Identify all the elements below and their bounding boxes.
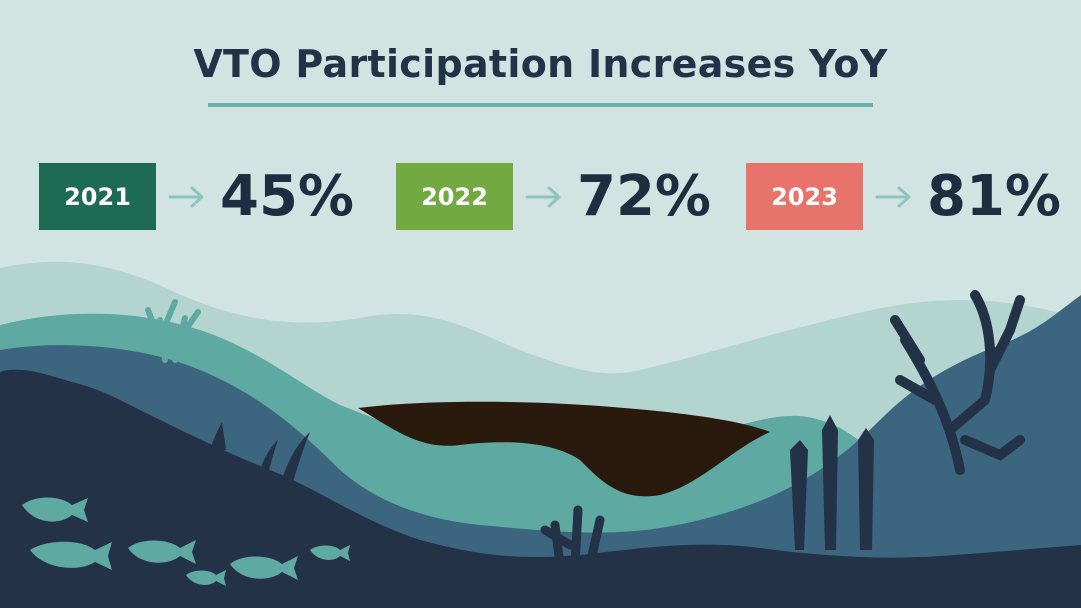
coral-center [540,505,605,570]
trench [358,401,770,497]
year-label-2023: 2023 [746,163,863,230]
participation-value-2021: 45% [220,164,355,229]
sea-floor [0,376,1081,608]
coral-left-light [139,299,201,363]
year-label-2022: 2022 [396,163,513,230]
fish-school [22,497,350,586]
participation-value-2022: 72% [577,164,712,229]
chart-title: VTO Participation Increases YoY [193,42,888,86]
year-label-2021: 2021 [39,163,156,230]
right-arrow-icon [168,186,204,208]
title-underline [208,103,873,107]
kelp-right [790,415,874,550]
right-arrow-icon [875,186,911,208]
participation-value-2023: 81% [927,164,1062,229]
rock-left [0,369,160,470]
seaweed-left [210,422,310,520]
coral-right [890,290,1025,475]
right-arrow-icon [525,186,561,208]
